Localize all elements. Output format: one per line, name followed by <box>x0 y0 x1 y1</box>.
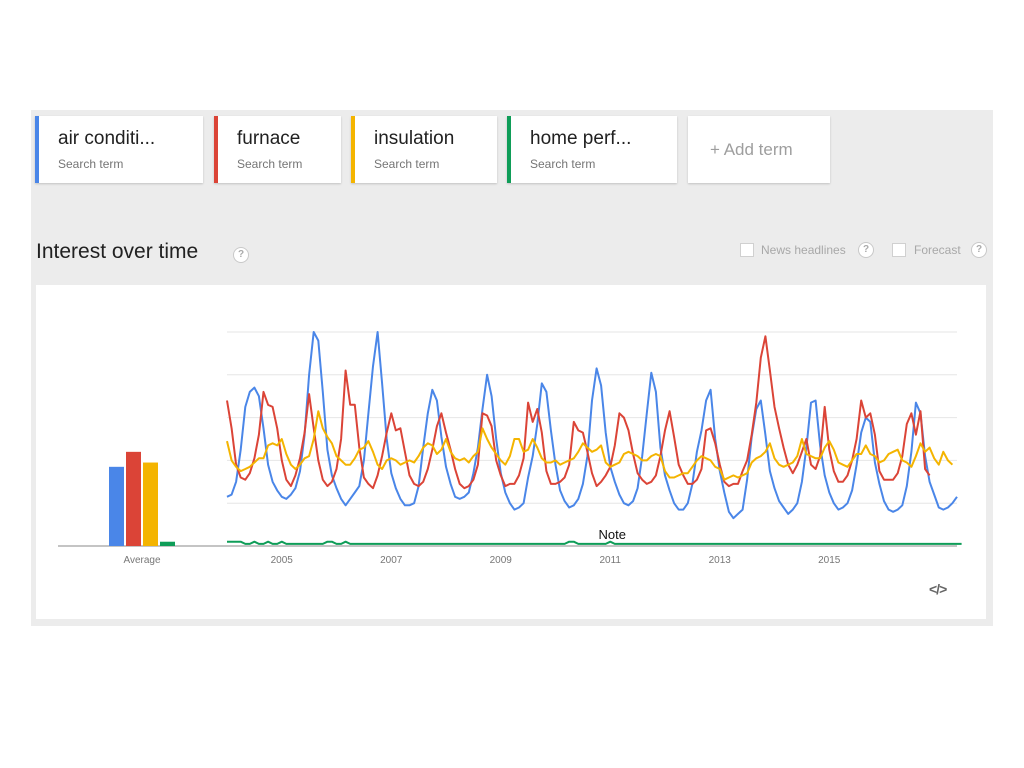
average-bar <box>109 466 124 546</box>
series-line <box>227 540 962 545</box>
term-name: insulation <box>374 128 455 149</box>
term-name: air conditi... <box>58 128 156 149</box>
interest-over-time-chart: Average 2005 2007 2009 2011 2013 2015 Note <box>58 331 962 566</box>
forecast-checkbox[interactable] <box>892 243 906 257</box>
x-tick-label: 2009 <box>490 555 513 566</box>
term-card-insulation[interactable]: insulation Search term <box>351 116 497 183</box>
term-card-home-performance[interactable]: home perf... Search term <box>507 116 677 183</box>
news-headlines-checkbox[interactable] <box>740 243 754 257</box>
x-tick-label: 2011 <box>599 555 621 566</box>
forecast-label: Forecast <box>914 243 961 257</box>
series-line <box>226 410 954 481</box>
help-icon[interactable]: ? <box>971 242 987 258</box>
term-name: home perf... <box>530 128 632 149</box>
term-sub-label: Search term <box>237 157 303 171</box>
term-name: furnace <box>237 128 301 149</box>
chart-card: Average 2005 2007 2009 2011 2013 2015 Note </> <box>36 285 986 619</box>
trends-panel: air conditi... Search term furnace Searc… <box>31 110 993 626</box>
series-line <box>226 335 931 490</box>
x-tick-label: 2007 <box>380 555 403 566</box>
add-term-label: + Add term <box>710 140 793 159</box>
x-tick-label: 2015 <box>818 555 841 566</box>
term-sub-label: Search term <box>530 157 596 171</box>
section-title: Interest over time <box>36 240 199 263</box>
note-annotation: Note <box>599 527 626 542</box>
average-bar <box>143 462 158 546</box>
code-embed-icon[interactable]: </> <box>929 581 947 597</box>
x-tick-label: 2005 <box>271 555 294 566</box>
series-line <box>226 331 958 520</box>
term-card-furnace[interactable]: furnace Search term <box>214 116 341 183</box>
term-sub-label: Search term <box>58 157 124 171</box>
help-icon[interactable]: ? <box>858 242 874 258</box>
term-card-air-conditioning[interactable]: air conditi... Search term <box>35 116 203 183</box>
add-term-button[interactable]: + Add term <box>688 116 830 183</box>
x-tick-label: 2013 <box>709 555 732 566</box>
help-icon[interactable]: ? <box>233 247 249 263</box>
average-label: Average <box>123 555 161 566</box>
news-headlines-label: News headlines <box>761 243 846 257</box>
term-sub-label: Search term <box>374 157 440 171</box>
average-bar <box>160 541 175 546</box>
average-bar <box>126 451 141 546</box>
